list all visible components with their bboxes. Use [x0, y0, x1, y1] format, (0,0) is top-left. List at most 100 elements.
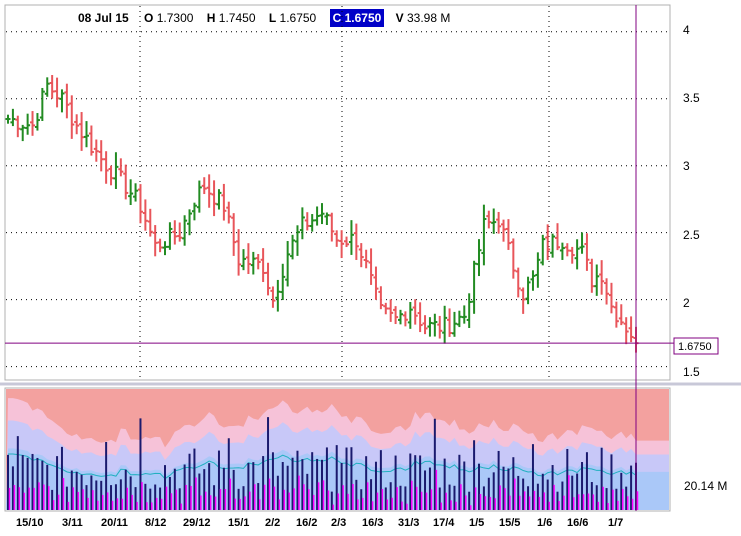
price-bar: [54, 77, 60, 108]
x-label: 2/3: [331, 517, 346, 529]
price-bar: [442, 305, 448, 344]
price-bar: [147, 208, 153, 237]
price-bar: [98, 140, 104, 172]
last-price-tag: [673, 337, 719, 355]
close-readout: C 1.6750: [329, 9, 385, 27]
x-label: 16/2: [296, 517, 317, 529]
price-bar: [30, 111, 36, 136]
x-label: 31/3: [398, 517, 419, 529]
price-bar: [363, 249, 369, 269]
x-label: 15/5: [499, 517, 520, 529]
ohlc-readout: 08 Jul 15 O 1.7300 H 1.7450 L 1.6750 C 1…: [78, 9, 460, 27]
price-bar: [476, 239, 482, 277]
price-bar: [152, 225, 158, 257]
x-label: 1/7: [608, 517, 623, 529]
price-bar: [393, 306, 399, 325]
x-label: 16/3: [362, 517, 383, 529]
price-bars: [5, 75, 639, 353]
price-bar: [133, 183, 139, 202]
high-value: 1.7450: [218, 11, 256, 25]
price-bar: [456, 310, 462, 328]
price-bar: [358, 243, 364, 268]
price-bar: [88, 125, 94, 156]
volume-label: V: [395, 11, 404, 25]
price-bar: [64, 83, 70, 119]
price-bar: [388, 299, 394, 322]
price-bar: [447, 308, 453, 337]
price-bar: [172, 220, 178, 245]
price-bar: [84, 121, 89, 148]
price-bar: [216, 189, 222, 210]
price-bar: [280, 263, 286, 301]
price-bar: [339, 230, 345, 259]
price-bar: [255, 254, 261, 270]
price-bar: [142, 199, 148, 231]
price-bar: [412, 299, 418, 325]
open-value: 1.7300: [156, 11, 194, 25]
price-bar: [451, 311, 457, 337]
price-bar: [241, 249, 246, 271]
last-price-value: 1.6750: [678, 341, 712, 353]
price-bar: [128, 179, 134, 205]
price-bar: [417, 302, 423, 333]
price-bar: [569, 246, 575, 264]
price-bar: [123, 164, 129, 200]
price-bar: [44, 77, 50, 97]
x-label: 16/6: [567, 517, 588, 529]
price-bar: [290, 234, 296, 260]
price-bar: [584, 233, 590, 271]
price-bar: [613, 301, 619, 328]
price-bar: [10, 108, 16, 127]
price-bar: [481, 204, 487, 266]
volume-axis-label: 20.14 M: [684, 479, 727, 493]
price-bar: [555, 223, 560, 251]
close-value: 1.6750: [344, 11, 382, 25]
price-bar: [236, 229, 242, 276]
x-label: 2/2: [265, 517, 280, 529]
price-bar: [299, 207, 305, 240]
price-bar: [187, 209, 193, 236]
price-tick-2: 2: [683, 296, 690, 310]
price-bar: [574, 239, 580, 270]
price-bar: [285, 241, 291, 287]
price-tick-3: 3: [683, 159, 690, 173]
price-bar: [471, 260, 477, 314]
price-bar: [304, 212, 310, 231]
price-bar: [520, 287, 526, 314]
price-panel-frame: [4, 4, 671, 381]
price-bar: [177, 222, 183, 242]
price-bar: [427, 317, 433, 337]
volume-bars: [7, 417, 639, 510]
price-bar: [49, 75, 55, 99]
price-bar: [275, 279, 281, 312]
x-label: 8/12: [145, 517, 166, 529]
high-label: H: [206, 11, 216, 25]
price-bar: [505, 219, 511, 250]
price-bar: [270, 286, 276, 308]
price-bar: [162, 241, 168, 256]
price-bar: [103, 151, 109, 184]
price-bar: [221, 183, 227, 221]
x-label: 1/5: [469, 517, 484, 529]
price-bar: [623, 317, 629, 345]
price-bar: [437, 315, 443, 339]
price-bar: [594, 264, 600, 296]
x-label: 15/10: [16, 517, 44, 529]
price-bar: [402, 311, 408, 327]
price-bar: [118, 158, 124, 177]
x-label: 20/11: [101, 517, 128, 529]
x-axis: 15/10 3/11 20/11 8/12 29/12 15/1 2/2 16/…: [16, 517, 623, 529]
price-bar: [260, 248, 266, 283]
price-bar: [69, 95, 75, 139]
price-bar: [344, 236, 350, 248]
price-bar: [564, 243, 570, 257]
price-bar: [39, 87, 45, 121]
price-bar: [545, 224, 551, 261]
price-bar: [108, 165, 114, 186]
price-bar: [265, 262, 271, 296]
price-bar: [501, 219, 507, 242]
price-tick-1.5: 1.5: [683, 365, 700, 379]
cursor-overlay: [5, 5, 674, 511]
price-bar: [137, 184, 143, 224]
